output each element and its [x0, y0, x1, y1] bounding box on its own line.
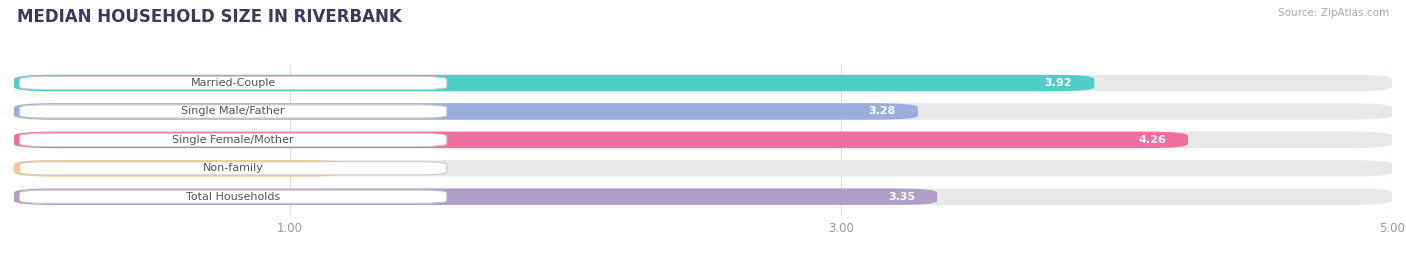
FancyBboxPatch shape [14, 75, 1392, 91]
Text: MEDIAN HOUSEHOLD SIZE IN RIVERBANK: MEDIAN HOUSEHOLD SIZE IN RIVERBANK [17, 8, 402, 26]
FancyBboxPatch shape [14, 75, 1094, 91]
FancyBboxPatch shape [14, 103, 1392, 120]
Text: 3.92: 3.92 [1045, 78, 1073, 88]
FancyBboxPatch shape [20, 105, 447, 118]
FancyBboxPatch shape [14, 103, 918, 120]
FancyBboxPatch shape [14, 160, 1392, 176]
Text: 1.21: 1.21 [370, 163, 396, 173]
Text: Source: ZipAtlas.com: Source: ZipAtlas.com [1278, 8, 1389, 18]
FancyBboxPatch shape [20, 190, 447, 203]
FancyBboxPatch shape [14, 132, 1392, 148]
FancyBboxPatch shape [14, 189, 938, 205]
Text: Total Households: Total Households [186, 192, 280, 202]
FancyBboxPatch shape [14, 160, 347, 176]
FancyBboxPatch shape [14, 132, 1188, 148]
Text: Non-family: Non-family [202, 163, 263, 173]
Text: 3.28: 3.28 [869, 107, 896, 116]
Text: Single Female/Mother: Single Female/Mother [173, 135, 294, 145]
FancyBboxPatch shape [20, 76, 447, 90]
Text: Married-Couple: Married-Couple [191, 78, 276, 88]
Text: 3.35: 3.35 [889, 192, 915, 202]
FancyBboxPatch shape [20, 133, 447, 147]
Text: Single Male/Father: Single Male/Father [181, 107, 285, 116]
FancyBboxPatch shape [14, 189, 1392, 205]
Text: 4.26: 4.26 [1139, 135, 1166, 145]
FancyBboxPatch shape [20, 162, 447, 175]
